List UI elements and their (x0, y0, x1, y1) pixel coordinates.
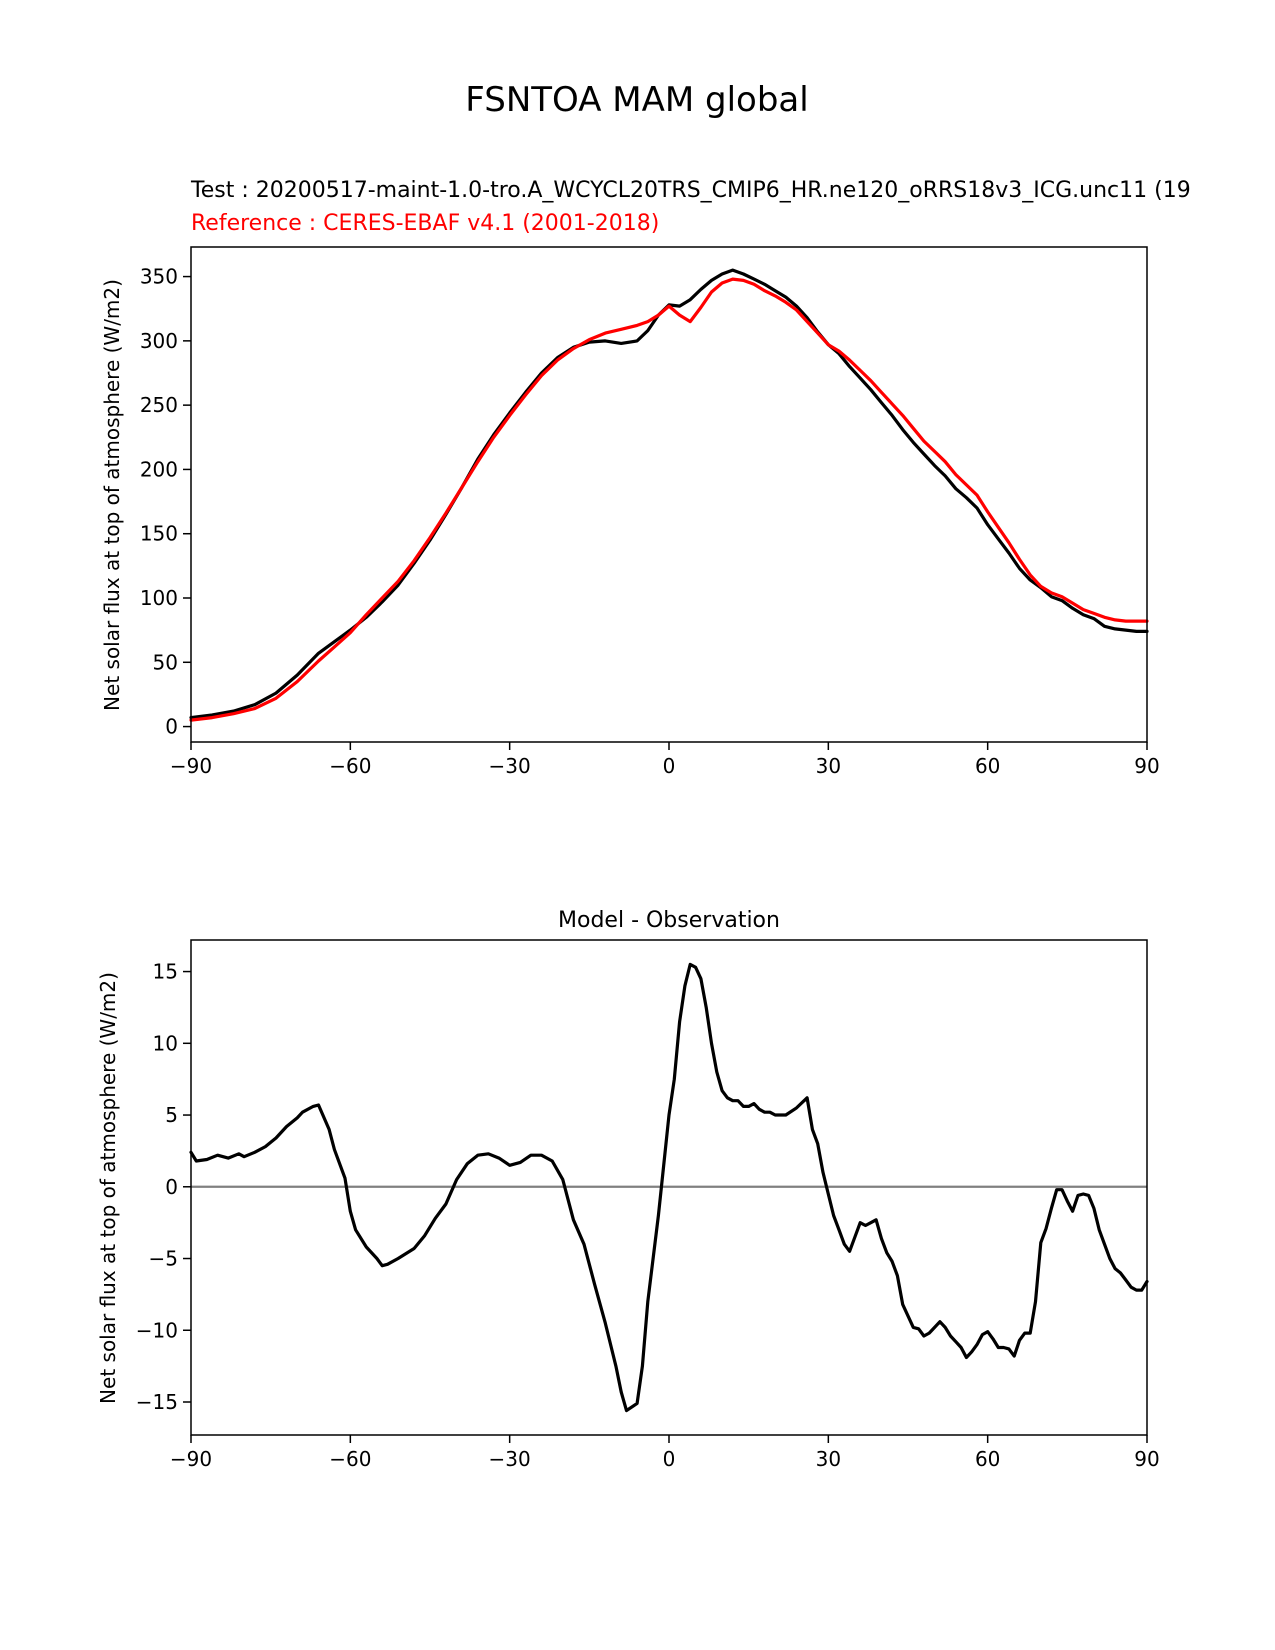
x-tick-label: −60 (329, 1447, 371, 1471)
figure-suptitle: FSNTOA MAM global (465, 80, 808, 120)
y-tick-label: 0 (165, 715, 178, 739)
y-tick-label: 250 (140, 393, 178, 417)
x-tick-label: 60 (975, 1447, 1000, 1471)
top-series-lines (189, 268, 1149, 722)
y-tick-label: 10 (153, 1031, 178, 1055)
x-tick-label: −90 (170, 1447, 212, 1471)
y-tick-label: 50 (153, 650, 178, 674)
y-tick-label: 100 (140, 586, 178, 610)
x-tick-label: 60 (975, 754, 1000, 778)
diff-title: Model - Observation (558, 908, 780, 933)
y-tick-label: −10 (136, 1318, 178, 1342)
y-tick-label: 5 (165, 1103, 178, 1127)
y-tick-label: 350 (140, 265, 178, 289)
bottom-y-ticks: −15 −10 −5 0 5 10 15 (136, 960, 191, 1414)
y-tick-label: 15 (153, 960, 178, 984)
test-title: Test : 20200517-maint-1.0-tro.A_WCYCL20T… (190, 178, 1191, 203)
series-line-reference (189, 277, 1149, 722)
y-tick-label: 200 (140, 457, 178, 481)
bottom-series-lines (189, 962, 1149, 1413)
bottom-x-ticks: −90 −60 −30 0 30 60 90 (170, 1435, 1160, 1471)
y-tick-label: 150 (140, 522, 178, 546)
y-tick-label: −5 (149, 1247, 178, 1271)
x-tick-label: −90 (170, 754, 212, 778)
series-line-difference (189, 962, 1149, 1413)
top-ylabel: Net solar flux at top of atmosphere (W/m… (100, 279, 124, 711)
top-panel: Test : 20200517-maint-1.0-tro.A_WCYCL20T… (100, 178, 1191, 778)
top-axes-frame (190, 246, 1148, 743)
y-tick-label: −15 (136, 1390, 178, 1414)
x-tick-label: 90 (1134, 1447, 1159, 1471)
x-tick-label: −60 (329, 754, 371, 778)
top-y-ticks: 0 50 100 150 200 250 300 350 (140, 265, 191, 739)
x-tick-label: 0 (663, 1447, 676, 1471)
y-tick-label: 300 (140, 329, 178, 353)
x-tick-label: 0 (663, 754, 676, 778)
x-tick-label: −30 (489, 754, 531, 778)
x-tick-label: −30 (489, 1447, 531, 1471)
y-tick-label: 0 (165, 1175, 178, 1199)
x-tick-label: 30 (816, 754, 841, 778)
bottom-panel: Model - Observation Net solar flux at to… (96, 908, 1160, 1471)
x-tick-label: 90 (1134, 754, 1159, 778)
reference-title: Reference : CERES-EBAF v4.1 (2001-2018) (191, 211, 659, 236)
bottom-ylabel: Net solar flux at top of atmosphere (W/m… (96, 972, 120, 1404)
x-tick-label: 30 (816, 1447, 841, 1471)
top-x-ticks: −90 −60 −30 0 30 60 90 (170, 742, 1160, 778)
series-line-test (189, 268, 1149, 720)
